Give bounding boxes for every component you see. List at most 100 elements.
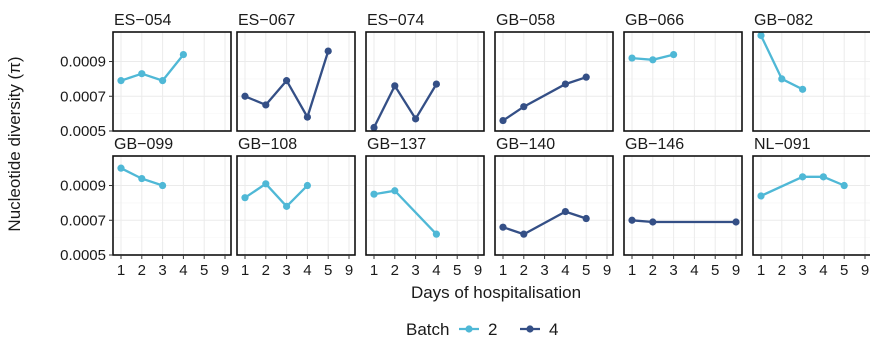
data-point: [117, 164, 125, 172]
data-point: [283, 77, 291, 85]
data-point: [799, 85, 807, 93]
x-tick-label: 5: [840, 262, 848, 279]
x-tick-label: 1: [117, 262, 125, 279]
x-tick-label: 3: [540, 262, 548, 279]
series-line-GB−058: [502, 76, 587, 122]
panel-background: [495, 156, 613, 255]
x-tick-label: 2: [391, 262, 399, 279]
panel-background: [113, 156, 231, 255]
data-point: [138, 70, 146, 78]
panel-background: [624, 32, 742, 131]
data-point: [778, 75, 786, 83]
x-tick-label: 1: [757, 262, 765, 279]
data-point: [262, 101, 270, 109]
panel-title: GB−058: [496, 12, 555, 29]
data-point: [283, 202, 291, 210]
panel-background: [366, 32, 484, 131]
x-tick-label: 2: [520, 262, 528, 279]
panel-border: [365, 155, 485, 256]
x-tick-label: 5: [200, 262, 208, 279]
data-point: [370, 123, 378, 132]
legend-title: Batch: [406, 320, 449, 339]
series-line-NL−091: [760, 175, 845, 197]
panel-title: GB−108: [238, 136, 297, 153]
data-point: [561, 207, 570, 216]
x-tick-label: 3: [798, 262, 806, 279]
y-tick-label: 0.0007: [60, 212, 106, 229]
series-line-GB−140: [502, 210, 587, 236]
data-point: [303, 181, 311, 190]
x-tick-label: 3: [282, 262, 290, 279]
panel-title: GB−140: [496, 136, 555, 153]
data-point: [370, 190, 378, 198]
x-tick-label: 9: [603, 262, 611, 279]
panel-background: [113, 32, 231, 131]
series-line-ES−074: [372, 83, 438, 129]
legend-label: 4: [549, 320, 558, 339]
data-point: [432, 80, 440, 88]
panel-border: [623, 155, 743, 256]
data-point: [391, 82, 399, 90]
panel-border: [752, 31, 870, 132]
panel-title: GB−099: [114, 136, 173, 153]
data-point: [412, 115, 420, 123]
panel-title: NL−091: [754, 136, 811, 153]
data-point: [757, 31, 765, 40]
x-tick-label: 4: [179, 262, 187, 279]
x-tick-label: 2: [649, 262, 657, 279]
panel-title: GB−137: [367, 136, 426, 153]
y-tick-label: 0.0005: [60, 123, 106, 140]
panel-title: ES−074: [367, 12, 424, 29]
data-point: [757, 192, 765, 200]
y-tick-label: 0.0005: [60, 247, 106, 264]
panel-title: ES−054: [114, 12, 171, 29]
x-tick-label: 9: [221, 262, 229, 279]
x-tick-label: 4: [819, 262, 827, 279]
panel-background: [366, 156, 484, 255]
panel-background: [237, 156, 355, 255]
panel-background: [753, 32, 870, 131]
panel-border: [236, 31, 356, 132]
x-tick-label: 4: [690, 262, 698, 279]
x-tick-label: 9: [861, 262, 869, 279]
panel-border: [112, 155, 232, 256]
x-tick-label: 9: [474, 262, 482, 279]
series-line-GB−108: [244, 182, 309, 209]
y-axis-title: Nucleotide diversity (π): [5, 56, 24, 231]
x-tick-label: 5: [324, 262, 332, 279]
x-tick-label: 3: [411, 262, 419, 279]
panel-border: [494, 155, 614, 256]
data-point: [303, 113, 311, 121]
panel-background: [495, 32, 613, 131]
data-point: [432, 230, 440, 238]
panel-background: [624, 156, 742, 255]
data-point: [582, 73, 590, 81]
x-tick-label: 5: [711, 262, 719, 279]
x-tick-label: 1: [370, 262, 378, 279]
data-point: [520, 230, 528, 238]
panel-title: GB−066: [625, 12, 684, 29]
x-tick-label: 2: [138, 262, 146, 279]
data-point: [117, 77, 125, 85]
x-tick-label: 3: [158, 262, 166, 279]
data-point: [670, 50, 678, 59]
legend-key-point: [465, 325, 473, 333]
panel-border: [236, 155, 356, 256]
y-tick-label: 0.0007: [60, 88, 106, 105]
panel-title: GB−146: [625, 136, 684, 153]
data-point: [628, 216, 636, 224]
data-point: [840, 181, 848, 190]
x-tick-label: 2: [262, 262, 270, 279]
data-point: [391, 187, 399, 195]
data-point: [628, 54, 636, 62]
y-tick-label: 0.0009: [60, 54, 106, 71]
panel-border: [112, 31, 232, 132]
data-point: [582, 214, 590, 223]
x-tick-label: 9: [732, 262, 740, 279]
legend-label: 2: [488, 320, 497, 339]
data-point: [159, 77, 167, 85]
x-tick-label: 1: [499, 262, 507, 279]
data-point: [262, 180, 270, 188]
panel-border: [752, 155, 870, 256]
